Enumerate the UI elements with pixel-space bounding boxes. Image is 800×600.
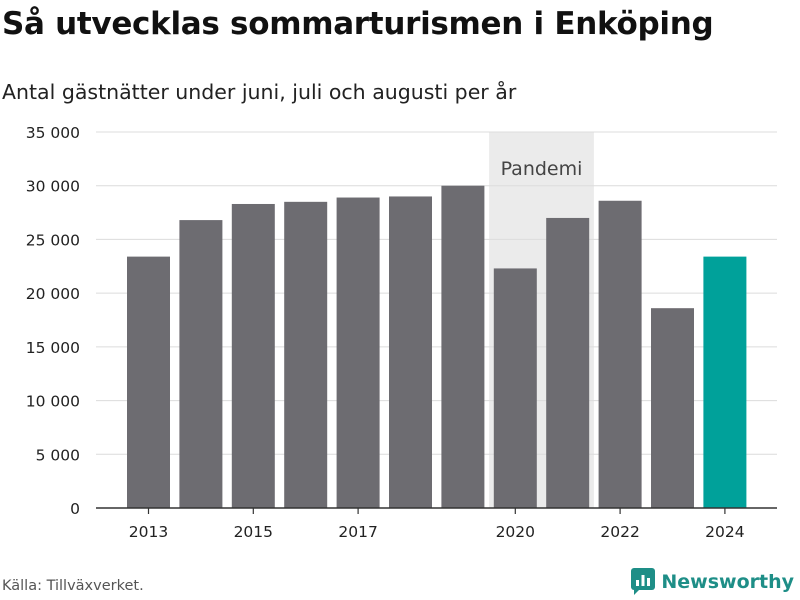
y-tick-label: 35 000 [26, 124, 80, 142]
bar-2016 [284, 201, 328, 509]
x-tick-label: 2017 [338, 523, 377, 541]
y-tick-label: 20 000 [26, 285, 80, 303]
x-tick-label: 2015 [234, 523, 273, 541]
x-tick-label: 2024 [705, 523, 744, 541]
bar-2014 [179, 220, 223, 508]
bar-2024 [703, 256, 747, 508]
source-note: Källa: Tillväxverket. [2, 578, 144, 594]
bar-2017 [336, 197, 380, 508]
bar-2022 [598, 200, 642, 509]
y-tick-label: 5 000 [36, 446, 80, 464]
y-tick-label: 0 [70, 500, 80, 518]
y-tick-label: 10 000 [26, 393, 80, 411]
x-tick-label: 2020 [496, 523, 535, 541]
y-tick-label: 30 000 [26, 178, 80, 196]
bar-2019 [441, 185, 485, 508]
brand-name: Newsworthy [661, 571, 794, 593]
newsworthy-icon [631, 568, 656, 595]
y-tick-label: 15 000 [26, 339, 80, 357]
brand-logo: Newsworthy [631, 568, 794, 596]
x-tick-label: 2022 [600, 523, 639, 541]
chart-title: Så utvecklas sommarturismen i Enköping [2, 6, 714, 42]
x-tick-label: 2013 [129, 523, 168, 541]
bar-2018 [389, 196, 432, 508]
pandemic-label: Pandemi [501, 158, 583, 180]
bar-2013 [127, 256, 170, 508]
bar-2023 [651, 308, 694, 508]
bar-2020 [493, 268, 537, 508]
bar-2015 [231, 203, 275, 508]
chart-subtitle: Antal gästnätter under juni, juli och au… [2, 80, 517, 104]
y-tick-label: 25 000 [26, 231, 80, 249]
bar-2021 [546, 217, 590, 508]
